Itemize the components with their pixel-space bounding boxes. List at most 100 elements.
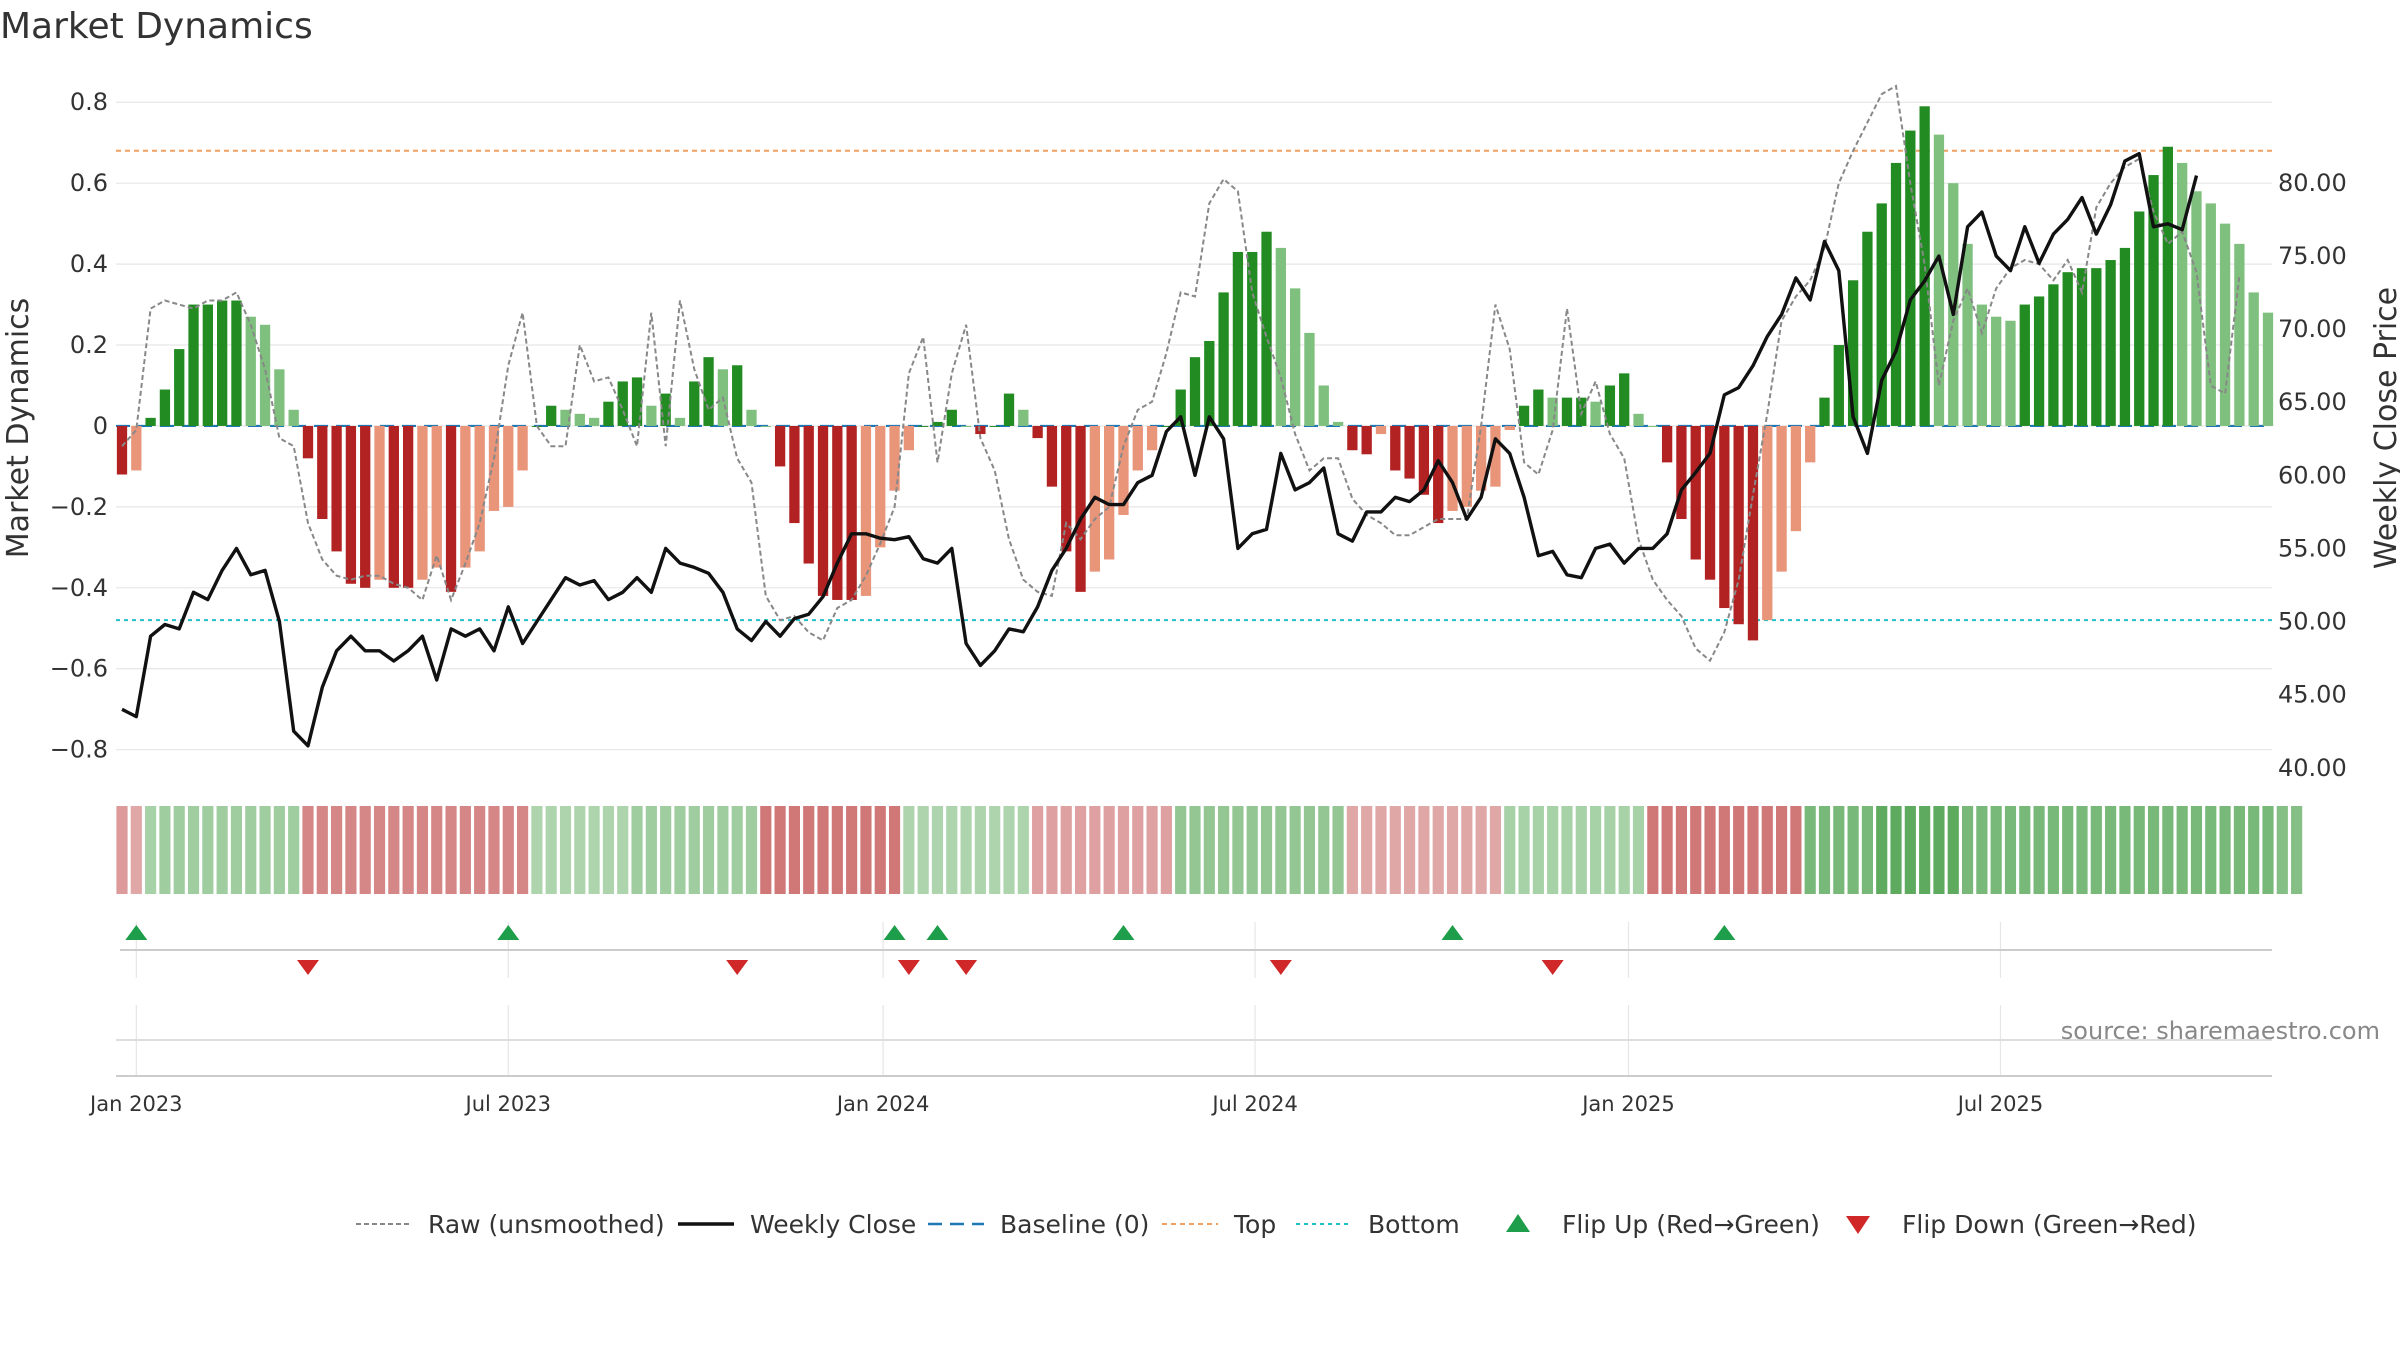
strength-strip [116, 806, 2303, 894]
dynamics-bar [2076, 268, 2088, 426]
dynamics-bar [2019, 304, 2030, 426]
dynamics-bar [388, 425, 399, 588]
strength-cell [1890, 806, 1902, 894]
dynamics-bar [732, 365, 743, 426]
strength-cell [803, 806, 815, 894]
dynamics-bar [274, 369, 285, 426]
strength-cell [1032, 806, 1044, 894]
strength-cell [1289, 806, 1301, 894]
strength-cell [931, 806, 944, 894]
dynamics-bar [488, 425, 500, 511]
strength-cell [2162, 806, 2174, 894]
strength-cell [245, 806, 257, 894]
strength-cell [1303, 806, 1316, 894]
strength-cell [316, 806, 328, 894]
dynamics-bar [374, 425, 385, 580]
strength-cell [1818, 806, 1831, 894]
raw-series [121, 84, 2241, 663]
dynamics-bar [360, 425, 371, 588]
strength-cell [817, 806, 829, 894]
dynamics-bar [331, 425, 342, 552]
dynamics-bar [1733, 425, 1744, 625]
dynamics-bar [1991, 316, 2002, 426]
right-tick-label: 60.00 [2278, 461, 2347, 489]
dynamics-bar [1175, 389, 1186, 426]
dynamics-bar [1518, 405, 1530, 426]
strength-cell [717, 806, 729, 894]
dynamics-bar [1232, 251, 1244, 426]
raw-line [121, 84, 2241, 663]
strength-cell [1647, 806, 1659, 894]
strength-cell [1175, 806, 1187, 894]
dynamics-bar [946, 409, 957, 426]
strength-cell [1160, 806, 1172, 894]
strength-cell [1675, 806, 1688, 894]
strength-cell [974, 806, 986, 894]
right-axis-label: Weekly Close Price [2369, 287, 2400, 569]
dynamics-bar [1919, 106, 1930, 426]
strength-cell [1861, 806, 1873, 894]
strength-cell [1919, 806, 1931, 894]
strength-cell [2176, 806, 2188, 894]
dynamics-bar [631, 377, 643, 426]
strength-cell [631, 806, 643, 894]
strength-cell [1718, 806, 1730, 894]
source-credit: source: sharemaestro.com [2061, 1017, 2380, 1045]
strength-cell [159, 806, 171, 894]
lower-panel [116, 1005, 2272, 1077]
dynamics-bar [1404, 425, 1415, 479]
strength-cell [2090, 806, 2102, 894]
dynamics-bar [1032, 425, 1043, 439]
strength-cell [402, 806, 414, 894]
strength-cell [1976, 806, 1988, 894]
flip-up-marker [1713, 925, 1736, 940]
strength-cell [1904, 806, 1916, 894]
strength-cell [903, 806, 915, 894]
dynamics-bar [417, 425, 428, 580]
dynamics-bar [574, 413, 585, 426]
dynamics-bar [774, 425, 786, 467]
strength-cell [373, 806, 386, 894]
dynamics-bar [560, 409, 571, 426]
strength-cell [1318, 806, 1330, 894]
dynamics-bar [603, 401, 614, 426]
strength-cell [331, 806, 343, 894]
dynamics-bar [503, 425, 514, 507]
dynamics-bar [918, 425, 929, 427]
legend-label: Baseline (0) [1000, 1210, 1149, 1239]
dynamics-bar [402, 425, 414, 588]
strength-cell [502, 806, 514, 894]
flip-up-marker [1112, 925, 1135, 940]
right-axis-ticks: 80.00 75.00 70.00 65.00 60.00 55.00 50.00 45.00… [2278, 169, 2347, 782]
strength-cell [388, 806, 400, 894]
strength-cell [459, 806, 471, 894]
dynamics-bar [1275, 247, 1286, 426]
strength-cell [1132, 806, 1144, 894]
strength-cell [846, 806, 858, 894]
strength-cell [1632, 806, 1645, 894]
dynamics-bar [474, 425, 485, 552]
x-tick-label: Jul 2025 [1956, 1092, 2043, 1116]
strength-cell [745, 806, 758, 894]
dynamics-bar [1003, 393, 1015, 426]
flip-down-marker [955, 960, 978, 975]
dynamics-bar [1862, 231, 1873, 426]
right-tick-label: 55.00 [2278, 534, 2347, 562]
left-tick-label: 0.4 [70, 250, 108, 278]
dynamics-bar [116, 425, 128, 475]
dynamics-bar [2219, 223, 2231, 426]
strength-cell [2233, 806, 2245, 894]
left-tick-label: 0.8 [70, 88, 108, 116]
dynamics-bar [1504, 425, 1515, 430]
dynamics-bar [2005, 320, 2016, 426]
dynamics-bar [1347, 425, 1358, 451]
dynamics-bar [1447, 425, 1458, 511]
dynamics-bar [1247, 251, 1258, 426]
right-tick-label: 50.00 [2278, 608, 2347, 636]
dynamics-bar [1018, 409, 1029, 426]
dynamics-bar [546, 405, 557, 426]
strength-cell [488, 806, 500, 894]
dynamics-bar [2234, 243, 2245, 426]
left-tick-label: −0.8 [50, 736, 108, 764]
